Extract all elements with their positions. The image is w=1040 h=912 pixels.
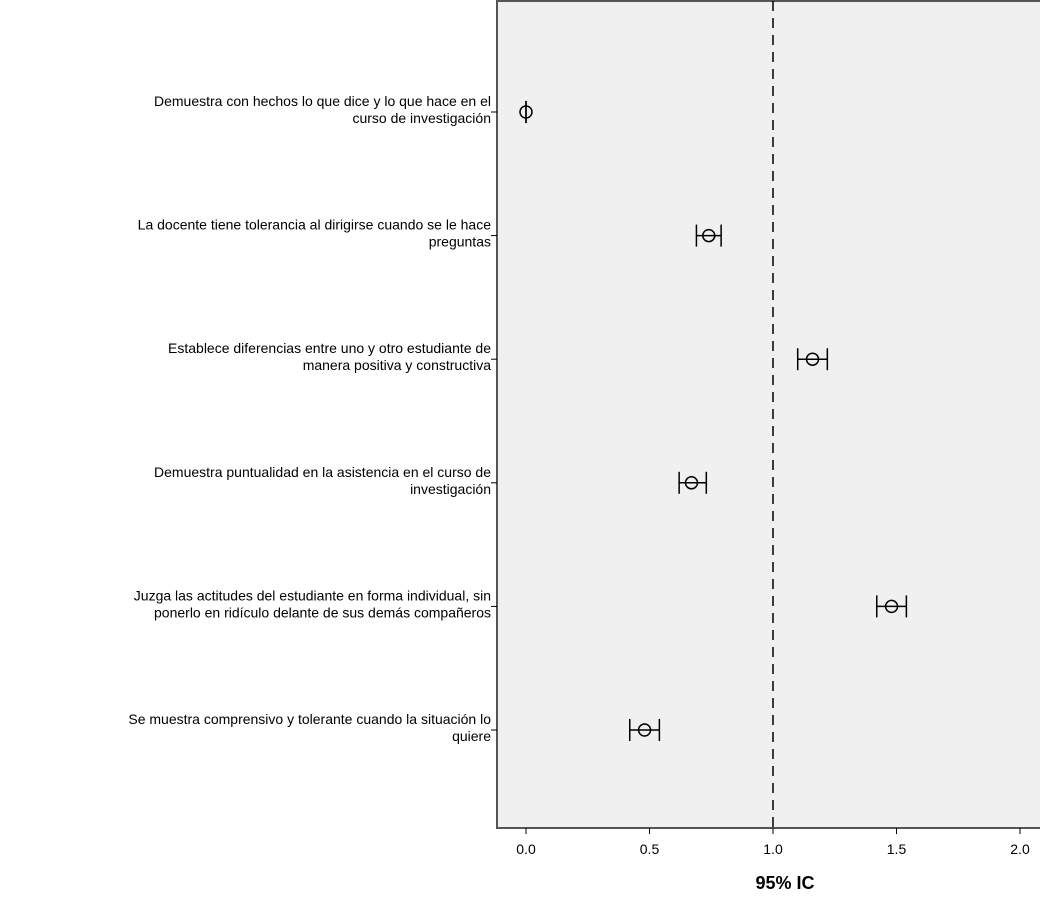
x-tick-label: 1.0 [763, 841, 783, 857]
category-label: Establece diferencias entre uno y otro e… [168, 340, 491, 373]
mean-point [637, 723, 652, 737]
x-tick-label: 0.0 [516, 841, 536, 857]
category-label: Se muestra comprensivo y tolerante cuand… [128, 711, 491, 744]
mean-point [684, 476, 699, 490]
mean-point [519, 105, 533, 119]
category-label-line: investigación [410, 481, 491, 497]
category-label-line: quiere [452, 728, 491, 744]
category-label: Demuestra puntualidad en la asistencia e… [154, 464, 491, 497]
x-tick-label: 0.5 [640, 841, 660, 857]
category-label: Demuestra con hechos lo que dice y lo qu… [154, 93, 491, 126]
category-label: La docente tiene tolerancia al dirigirse… [138, 217, 492, 250]
mean-point [884, 599, 899, 614]
category-label-line: Juzga las actitudes del estudiante en fo… [134, 587, 491, 603]
category-label-line: curso de investigación [352, 110, 491, 126]
mean-point [702, 228, 716, 243]
category-label-line: La docente tiene tolerancia al dirigirse… [138, 217, 492, 233]
category-label-line: Demuestra con hechos lo que dice y lo qu… [154, 93, 491, 109]
category-label-line: Se muestra comprensivo y tolerante cuand… [128, 711, 491, 727]
x-tick-label: 2.0 [1010, 841, 1030, 857]
x-axis-title: 95% IC [755, 873, 814, 893]
category-label-line: ponerlo en ridículo delante de sus demás… [154, 604, 491, 620]
category-label-line: Establece diferencias entre uno y otro e… [168, 340, 491, 356]
plot-area [496, 0, 1040, 829]
category-label-line: manera positiva y constructiva [303, 357, 492, 373]
category-label-line: Demuestra puntualidad en la asistencia e… [154, 464, 491, 480]
mean-point [805, 352, 820, 366]
category-label: Juzga las actitudes del estudiante en fo… [134, 587, 491, 620]
category-label-line: preguntas [429, 234, 491, 250]
x-tick-label: 1.5 [887, 841, 907, 857]
